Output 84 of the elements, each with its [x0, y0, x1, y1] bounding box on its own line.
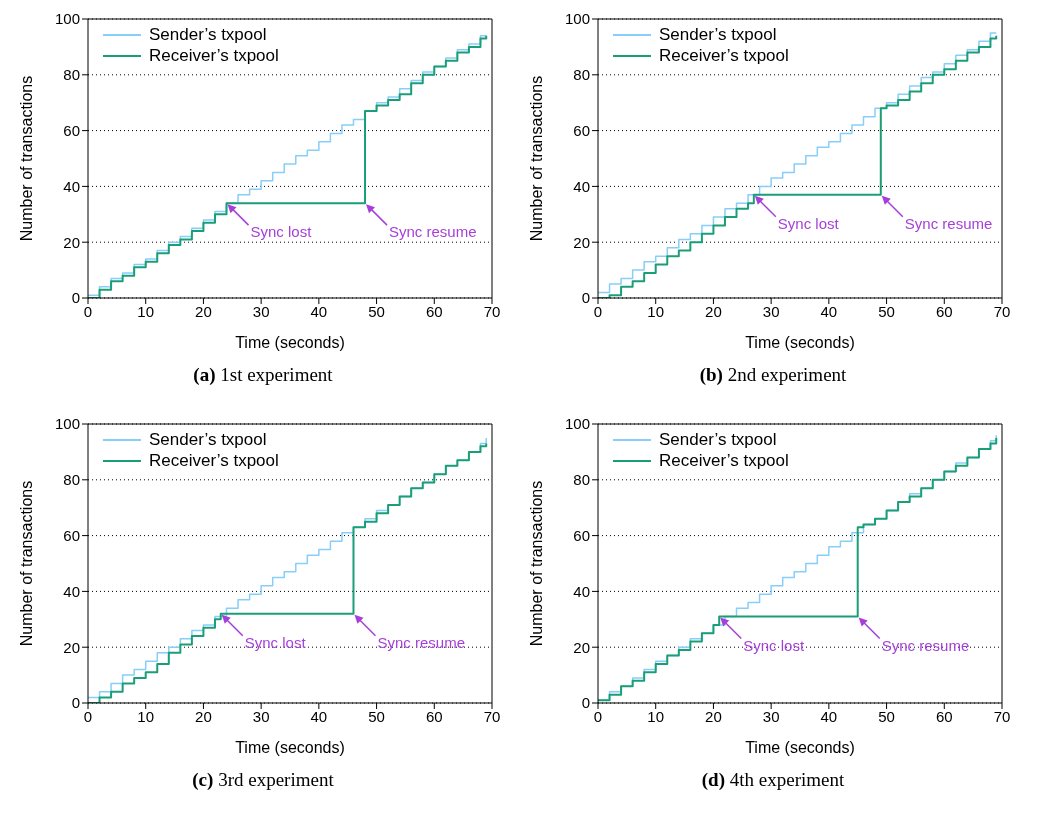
y-tick-label: 0 [581, 694, 590, 712]
legend-label: Receiver’s txpool [149, 450, 279, 471]
x-axis-title: Time (seconds) [235, 334, 345, 351]
y-tick-label: 20 [573, 233, 590, 251]
y-tick-label: 60 [573, 526, 590, 544]
x-tick-label: 70 [993, 302, 1011, 320]
x-tick-label: 40 [310, 707, 328, 725]
y-tick-label: 60 [573, 121, 590, 139]
x-tick-label: 10 [647, 302, 665, 320]
legend-label: Sender’s txpool [149, 429, 267, 450]
x-axis-title: Time (seconds) [235, 739, 345, 756]
annotation: Sync resume [904, 214, 993, 232]
y-tick-label: 20 [63, 638, 80, 656]
x-tick-label: 0 [593, 707, 603, 725]
x-tick-label: 20 [195, 707, 212, 725]
text: (d) 4th experiment [700, 769, 846, 791]
y-tick-label: 0 [71, 289, 80, 307]
x-tick-label: 60 [425, 707, 443, 725]
x-tick-label: 40 [820, 707, 838, 725]
x-tick-label: 50 [368, 707, 385, 725]
y-tick-label: 20 [63, 233, 80, 251]
x-tick-label: 70 [483, 707, 501, 725]
y-tick-label: 80 [63, 471, 80, 489]
legend-label: Sender’s txpool [659, 24, 777, 45]
annotation: Sync lost [250, 223, 313, 241]
x-axis-title: Time (seconds) [745, 739, 855, 756]
x-tick-label: 40 [310, 302, 328, 320]
legend-label: Sender’s txpool [659, 429, 777, 450]
x-tick-label: 60 [425, 302, 443, 320]
y-tick-label: 40 [573, 582, 590, 600]
annotation: Sync lost [777, 214, 840, 232]
y-tick-label: 100 [54, 415, 80, 433]
y-tick-label: 40 [63, 582, 80, 600]
x-tick-label: 0 [83, 707, 93, 725]
y-tick-label: 100 [564, 415, 590, 433]
text: (c) 3rd experiment [191, 769, 335, 791]
x-tick-label: 60 [935, 707, 953, 725]
y-axis-title: Number of transactions [527, 75, 545, 242]
legend-label: Receiver’s txpool [659, 45, 789, 66]
y-tick-label: 80 [63, 66, 80, 84]
x-tick-label: 60 [935, 302, 953, 320]
y-axis-title: Number of transactions [17, 75, 35, 242]
y-tick-label: 80 [573, 66, 590, 84]
x-tick-label: 10 [137, 707, 155, 725]
x-tick-label: 10 [647, 707, 665, 725]
annotation: Sync lost [743, 636, 805, 654]
x-tick-label: 30 [252, 707, 270, 725]
x-tick-label: 70 [993, 707, 1011, 725]
legend-label: Receiver’s txpool [149, 45, 279, 66]
x-tick-label: 0 [83, 302, 93, 320]
x-tick-label: 40 [820, 302, 838, 320]
y-axis-title: Number of transactions [17, 480, 35, 647]
legend-label: Sender’s txpool [149, 24, 267, 45]
x-tick-label: 10 [137, 302, 155, 320]
x-tick-label: 0 [593, 302, 603, 320]
y-tick-label: 0 [71, 694, 80, 712]
x-tick-label: 50 [368, 302, 385, 320]
x-tick-label: 20 [705, 302, 722, 320]
y-tick-label: 100 [54, 10, 80, 28]
y-tick-label: 20 [573, 638, 590, 656]
text: (a) 1st experiment [192, 364, 334, 386]
x-axis-title: Time (seconds) [745, 334, 855, 351]
y-tick-label: 0 [581, 289, 590, 307]
y-tick-label: 40 [573, 177, 590, 195]
y-tick-label: 60 [63, 526, 80, 544]
annotation: Sync resume [389, 223, 477, 241]
y-tick-label: 40 [63, 177, 80, 195]
x-tick-label: 20 [705, 707, 722, 725]
x-tick-label: 50 [878, 302, 895, 320]
x-tick-label: 30 [762, 707, 780, 725]
x-tick-label: 30 [252, 302, 270, 320]
y-tick-label: 80 [573, 471, 590, 489]
x-tick-label: 30 [762, 302, 780, 320]
text: (b) 2nd experiment [698, 364, 848, 386]
x-tick-label: 70 [483, 302, 501, 320]
y-axis-title: Number of transactions [527, 480, 545, 647]
y-tick-label: 60 [63, 121, 80, 139]
legend-label: Receiver’s txpool [659, 450, 789, 471]
annotation: Sync resume [881, 636, 970, 654]
annotation: Sync resume [377, 633, 466, 651]
x-tick-label: 20 [195, 302, 212, 320]
annotation: Sync lost [244, 633, 307, 651]
y-tick-label: 100 [564, 10, 590, 28]
x-tick-label: 50 [878, 707, 895, 725]
